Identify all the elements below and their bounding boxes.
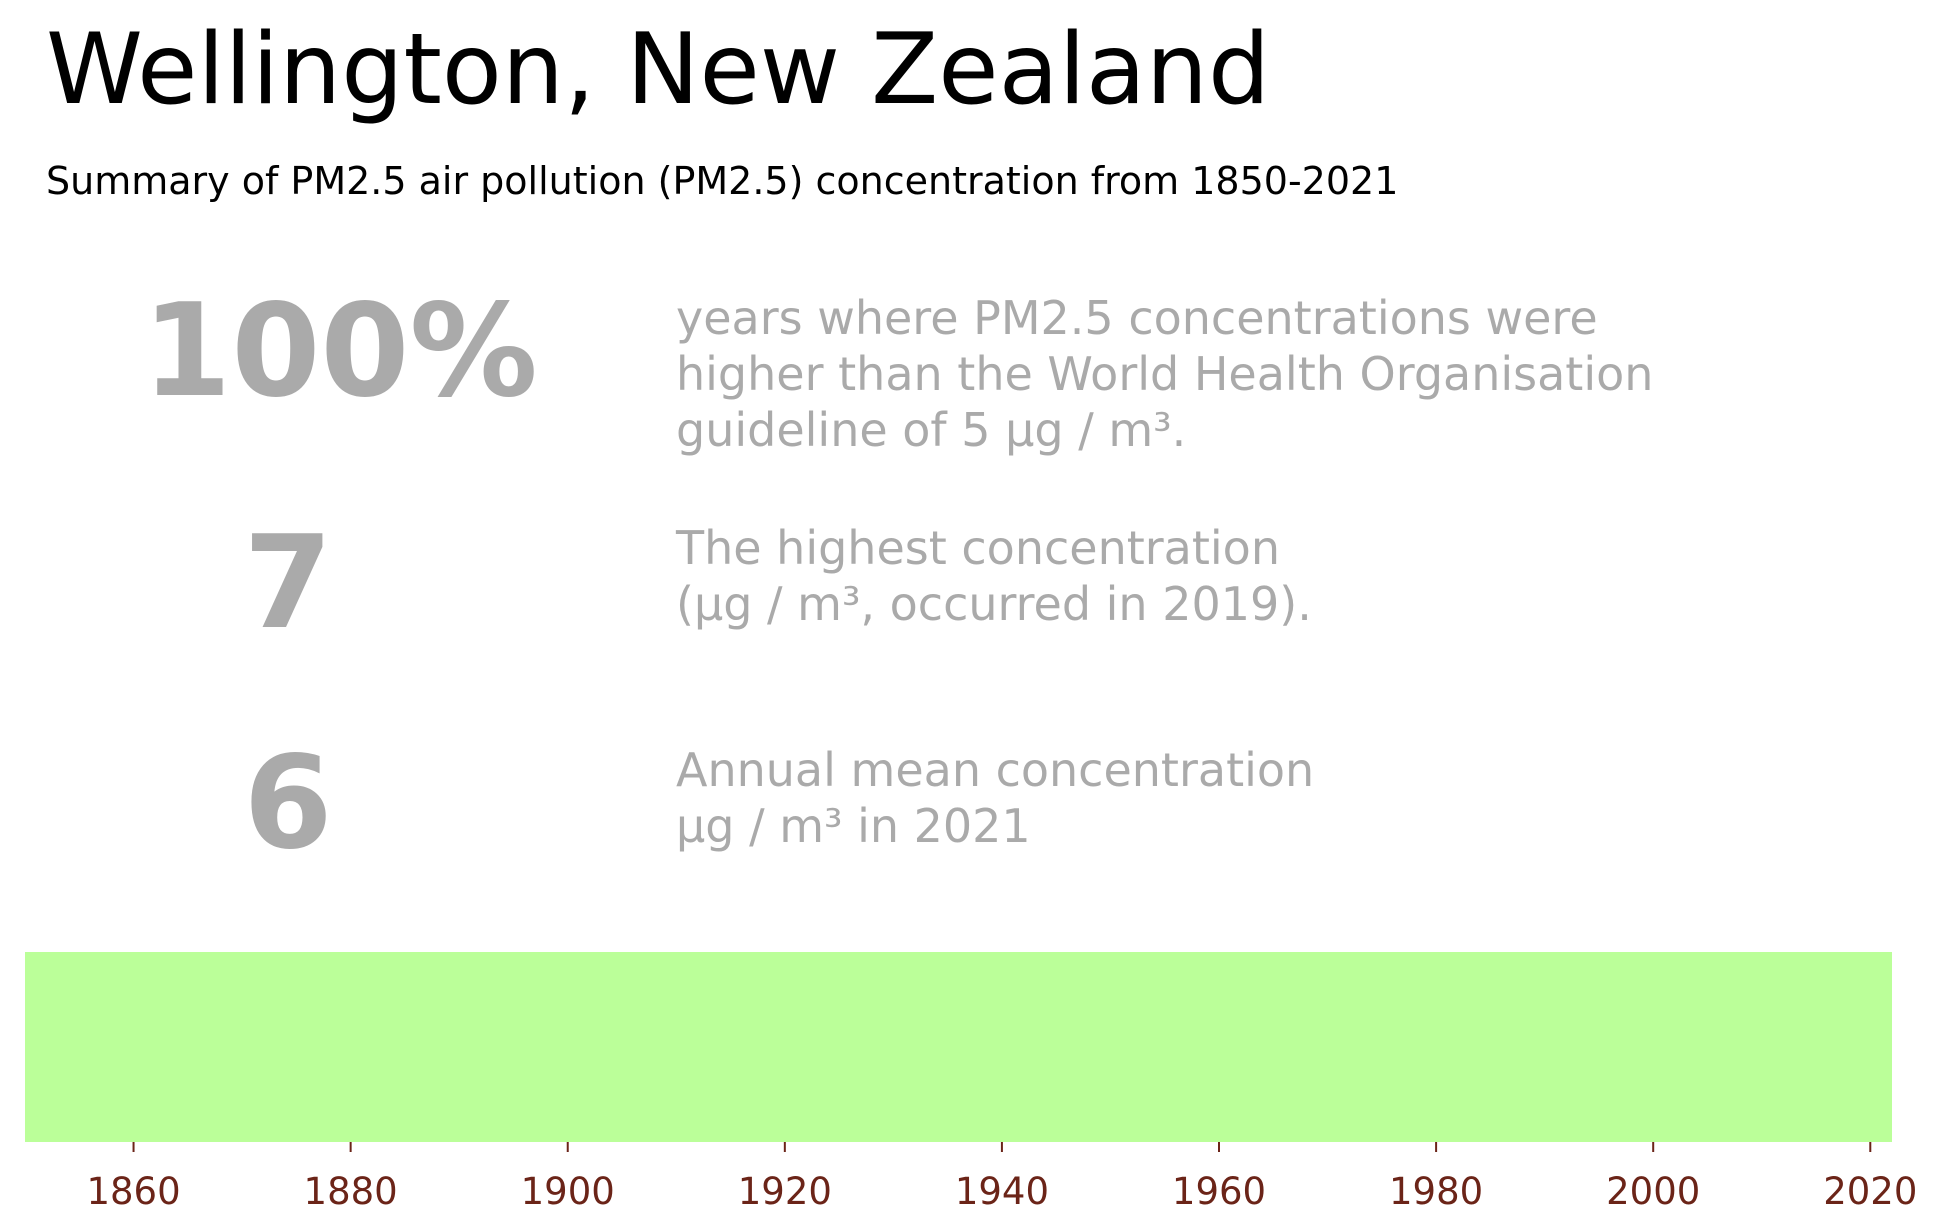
x-tick-label: 1980 bbox=[1389, 1170, 1483, 1213]
stat-percent-description-line: higher than the World Health Organisatio… bbox=[676, 347, 1654, 401]
stat-mean-description: Annual mean concentration μg / m³ in 202… bbox=[676, 742, 1314, 854]
x-tick-label: 1920 bbox=[738, 1170, 832, 1213]
x-tick-label: 1940 bbox=[955, 1170, 1049, 1213]
stat-percent-description-line: guideline of 5 μg / m³. bbox=[676, 403, 1187, 457]
page-title: Wellington, New Zealand bbox=[46, 13, 1271, 127]
stat-highest-description-line: The highest concentration bbox=[676, 521, 1280, 575]
x-tick-label: 2000 bbox=[1606, 1170, 1700, 1213]
stripe-chart: 1860 1880 1900 1920 1940 1960 1980 2000 2020 bbox=[25, 952, 1917, 1213]
stat-percent-description-line: years where PM2.5 concentrations were bbox=[676, 291, 1598, 345]
stat-highest-description: The highest concentration (μg / m³, occu… bbox=[676, 520, 1312, 632]
stripe-layer bbox=[25, 952, 1892, 1142]
x-tick-label: 2020 bbox=[1823, 1170, 1917, 1213]
stat-highest-description-line: (μg / m³, occurred in 2019). bbox=[676, 577, 1312, 631]
x-tick-label: 1860 bbox=[86, 1170, 180, 1213]
page-subtitle: Summary of PM2.5 air pollution (PM2.5) c… bbox=[46, 159, 1399, 203]
concentration-stripe bbox=[25, 952, 1892, 1142]
stat-mean-description-line: μg / m³ in 2021 bbox=[676, 799, 1031, 853]
stat-percent-value: 100% bbox=[142, 277, 538, 426]
x-tick-label: 1880 bbox=[304, 1170, 398, 1213]
stat-mean-value: 6 bbox=[243, 729, 333, 878]
x-axis: 1860 1880 1900 1920 1940 1960 1980 2000 2020 bbox=[86, 1142, 1917, 1213]
x-tick-label: 1960 bbox=[1172, 1170, 1266, 1213]
x-tick-label: 1900 bbox=[521, 1170, 615, 1213]
stat-highest-value: 7 bbox=[243, 509, 333, 658]
stat-mean-description-line: Annual mean concentration bbox=[676, 743, 1315, 797]
stat-percent-description: years where PM2.5 concentrations were hi… bbox=[676, 290, 1653, 458]
